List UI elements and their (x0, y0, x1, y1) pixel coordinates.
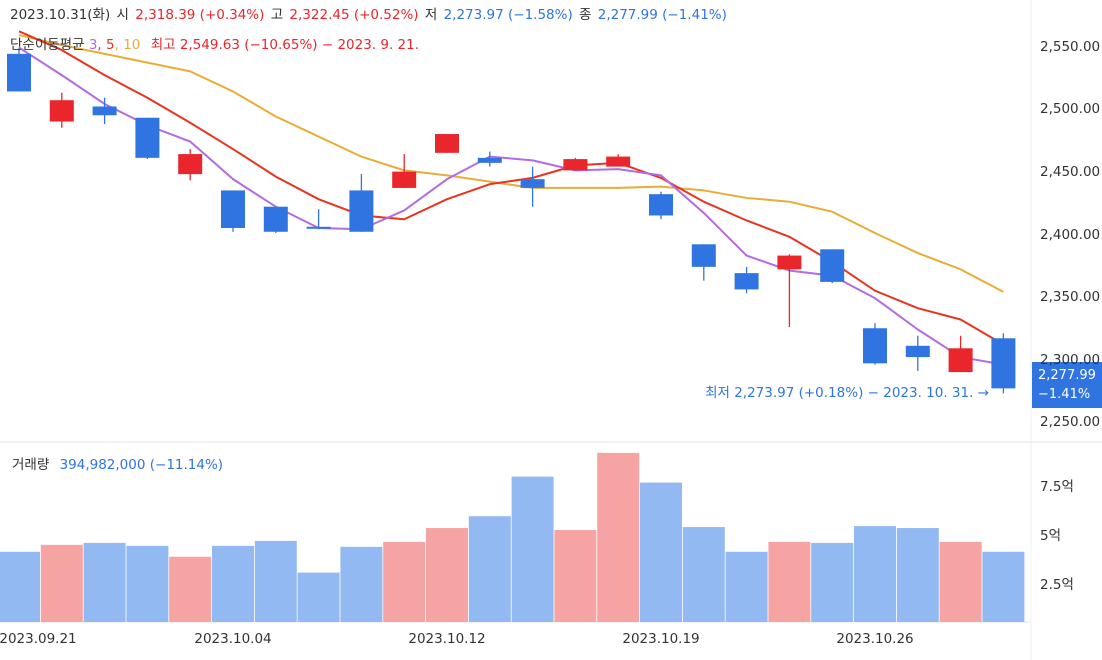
price-tick-label: 2,300.00 (1040, 351, 1101, 368)
date-tick-label: 2023.09.21 (0, 631, 77, 647)
volume-bar (511, 476, 554, 622)
candle-body (92, 106, 117, 116)
candle-body (178, 154, 203, 175)
candle-body (349, 190, 374, 232)
close-label: 종 (579, 7, 592, 23)
candle-body (520, 179, 545, 188)
date-tick-label: 2023.10.19 (622, 631, 700, 647)
volume-tick-label: 7.5억 (1040, 478, 1074, 495)
candle-body (649, 194, 673, 216)
candle-body (392, 171, 417, 188)
high-label: 고 (270, 7, 284, 23)
volume-tick-label: 2.5억 (1040, 577, 1074, 594)
candle-body (49, 100, 74, 122)
date-tick-label: 2023.10.04 (194, 631, 272, 647)
ma5-line (18, 30, 1004, 346)
ma3-series (18, 46, 1004, 366)
volume-bar (297, 572, 340, 622)
price-tick-label: 2,500.00 (1040, 101, 1101, 118)
last-price-change: −1.41% (1038, 387, 1091, 402)
volume-bar (725, 551, 768, 622)
volume-bar (554, 530, 597, 622)
volume-bar (982, 551, 1025, 622)
low-value: 2,273.97 (−1.58%) (443, 7, 573, 23)
ma-legend-label: 단순이동평균 (10, 37, 85, 53)
last-price-tag: 2,277.99 −1.41% (1032, 362, 1102, 408)
header-date: 2023.10.31(화) (10, 7, 111, 23)
volume-bar (597, 452, 640, 622)
volume-tick-label: 5억 (1040, 528, 1062, 544)
volume-bar (896, 528, 939, 622)
candle-body (991, 338, 1016, 389)
ma10-series (18, 34, 1004, 293)
candle-body (691, 244, 716, 267)
ma-period-10: 10 (123, 37, 141, 53)
date-tick-label: 2023.10.12 (408, 631, 486, 647)
price-tick-label: 2,400.00 (1040, 226, 1101, 243)
last-price-value: 2,277.99 (1038, 368, 1096, 383)
volume-bar (468, 516, 511, 622)
ma3-line (18, 46, 1004, 366)
volume-bar (126, 545, 169, 622)
price-tick-label: 2,250.00 (1040, 414, 1101, 431)
ma10-line (18, 34, 1004, 293)
ma5-series (18, 30, 1004, 346)
price-tick-label: 2,550.00 (1040, 38, 1101, 55)
volume-bar (340, 546, 383, 622)
candle-body (863, 328, 887, 364)
volume-bar (854, 526, 896, 622)
candle-body (606, 156, 631, 167)
candle-body (221, 190, 245, 229)
volume-value: 394,982,000 (−11.14%) (59, 457, 224, 473)
volume-bar (682, 527, 725, 622)
candle-body (905, 345, 930, 358)
volume-bar (0, 551, 40, 622)
ma-legend: 단순이동평균 3, 5, 10 최고 2,549.63 (−10.65%) − … (10, 37, 420, 53)
price-tick-label: 2,450.00 (1040, 163, 1101, 180)
candle-body (477, 157, 502, 163)
volume-bar (169, 556, 212, 622)
open-label: 시 (116, 7, 129, 23)
candle-body (563, 159, 588, 171)
candle-body (777, 255, 802, 270)
volume-bar (640, 482, 682, 622)
volume-bar (40, 544, 83, 622)
candle-body (306, 226, 331, 229)
candle-body (435, 134, 459, 153)
low-annotation: 최저 2,273.97 (+0.18%) − 2023. 10. 31. → (705, 385, 989, 401)
volume-bar (811, 542, 854, 622)
volume-bar (212, 545, 254, 622)
volume-bar (939, 541, 982, 622)
price-tick-label: 2,350.00 (1040, 289, 1101, 306)
volume-label: 거래량 (12, 457, 50, 473)
candle-body (135, 117, 160, 158)
candle-body (820, 249, 845, 282)
candle-body (263, 206, 288, 232)
volume-bar (426, 528, 468, 622)
high-value: 2,322.45 (+0.52%) (289, 7, 419, 23)
open-value: 2,318.39 (+0.34%) (135, 7, 265, 23)
candle-body (948, 348, 973, 373)
low-label: 저 (424, 7, 438, 23)
date-tick-label: 2023.10.26 (836, 631, 914, 647)
volume-bar (383, 541, 426, 622)
candle-body (734, 273, 759, 290)
volume-legend: 거래량 394,982,000 (−11.14%) (12, 453, 223, 473)
ma-period-5: 5 (106, 37, 115, 53)
volume-bar (83, 542, 126, 622)
close-value: 2,277.99 (−1.41%) (597, 7, 727, 23)
candle-body (7, 53, 31, 92)
high-annotation: 최고 2,549.63 (−10.65%) − 2023. 9. 21. (150, 37, 420, 53)
ma-period-3: 3 (88, 37, 98, 53)
volume-bar (254, 540, 297, 622)
candles (7, 47, 1016, 394)
ohlc-header: 2023.10.31(화) 시 2,318.39 (+0.34%) 고 2,32… (10, 3, 729, 23)
volume-bars (0, 452, 1025, 622)
volume-bar (768, 541, 811, 622)
